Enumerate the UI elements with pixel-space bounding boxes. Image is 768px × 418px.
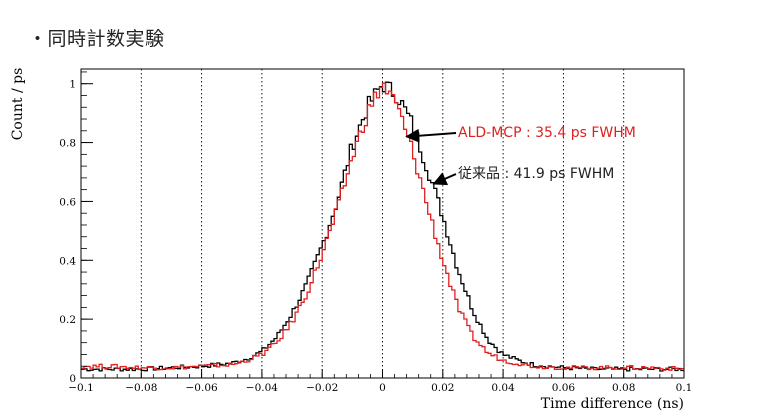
- x-tick-label: −0.04: [246, 382, 278, 394]
- annotation-arrow: [432, 172, 457, 186]
- y-axis-label: Count / ps: [10, 68, 26, 141]
- y-tick-label: 0.8: [59, 138, 76, 150]
- x-tick-label: 0.06: [552, 382, 576, 394]
- tick-labels: −0.1 −0.08 −0.06 −0.04 −0.02 0 0.02 0.04 0.06 0.0…: [59, 79, 692, 394]
- grid-lines: [140, 69, 625, 378]
- x-tick-label: 0.08: [612, 382, 635, 394]
- x-tick-label: 0: [379, 382, 386, 394]
- y-tick-label: 1: [69, 79, 76, 91]
- y-tick-label: 0.4: [59, 255, 76, 267]
- annotation-text: ALD-MCP : 35.4 ps FWHM: [458, 125, 636, 141]
- x-tick-label: −0.08: [125, 382, 157, 394]
- y-tick-label: 0: [69, 373, 76, 385]
- plot-frame: [80, 68, 685, 379]
- annotation-arrow: [405, 128, 457, 143]
- page-heading: ・同時計数実験: [28, 28, 165, 50]
- x-tick-label: −0.1: [68, 382, 94, 394]
- annotations: ALD-MCP : 35.4 ps FWHM 従来品 : 41.9 ps FWHM: [405, 125, 636, 186]
- axis-ticks: [80, 71, 685, 379]
- series-group: [81, 81, 684, 372]
- x-tick-label: −0.02: [306, 382, 338, 394]
- x-tick-label: −0.06: [186, 382, 218, 394]
- series-line-1: [81, 82, 684, 371]
- x-tick-label: 0.1: [676, 382, 693, 394]
- y-tick-label: 0.6: [59, 196, 76, 208]
- annotation-text: 従来品 : 41.9 ps FWHM: [458, 166, 614, 182]
- y-tick-label: 0.2: [59, 314, 76, 326]
- x-tick-label: 0.02: [431, 382, 454, 394]
- x-tick-label: 0.04: [491, 382, 515, 394]
- x-axis-label: Time difference (ns): [541, 396, 684, 412]
